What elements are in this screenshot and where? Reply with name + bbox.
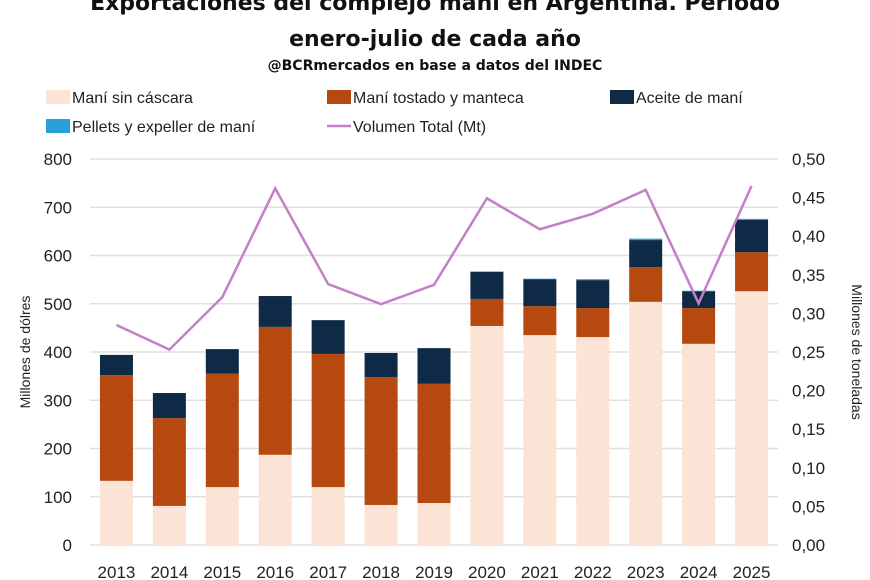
- y2-tick-label: 0,05: [792, 497, 825, 516]
- y2-tick-label: 0,00: [792, 536, 825, 555]
- bar-man-sin-c-scara-2020: [470, 325, 504, 545]
- bar-man-sin-c-scara-2023: [629, 301, 663, 545]
- bar-man-tostado-y-manteca-2014: [152, 418, 186, 506]
- bar-man-sin-c-scara-2013: [99, 480, 133, 545]
- bar-man-tostado-y-manteca-2017: [311, 353, 345, 488]
- bar-man-tostado-y-manteca-2013: [99, 375, 133, 481]
- x-tick-label: 2021: [521, 563, 559, 580]
- x-tick-label: 2022: [574, 563, 612, 580]
- x-tick-label: 2016: [256, 563, 294, 580]
- chart-title-line-1: Exportaciones del complejo maní en Argen…: [90, 0, 780, 16]
- bar-man-tostado-y-manteca-2022: [576, 308, 610, 338]
- bar-man-tostado-y-manteca-2025: [735, 252, 769, 292]
- bar-aceite-de-man--2017: [311, 320, 345, 354]
- bar-man-sin-c-scara-2021: [523, 335, 557, 545]
- y-tick-label: 700: [44, 198, 72, 217]
- bar-aceite-de-man--2015: [205, 349, 239, 374]
- y2-tick-label: 0,40: [792, 227, 825, 246]
- y2-axis-label: Millones de toneladas: [849, 284, 865, 419]
- legend-swatch: [610, 90, 634, 104]
- legend-label: Pellets y expeller de maní: [72, 119, 256, 136]
- legend: Maní sin cáscara Maní tostado y manteca Ac…: [46, 90, 743, 136]
- y-tick-label: 100: [44, 488, 72, 507]
- bar-man-tostado-y-manteca-2024: [682, 308, 716, 344]
- x-tick-label: 2023: [627, 563, 665, 580]
- y2-tick-label: 0,25: [792, 343, 825, 362]
- bar-aceite-de-man--2013: [99, 354, 133, 376]
- y2-tick-label: 0,15: [792, 420, 825, 439]
- bar-aceite-de-man--2016: [258, 296, 292, 327]
- bar-man-sin-c-scara-2017: [311, 487, 345, 545]
- bar-aceite-de-man--2019: [417, 348, 451, 384]
- y2-tick-label: 0,45: [792, 189, 825, 208]
- bar-aceite-de-man--2020: [470, 271, 504, 299]
- y2-tick-label: 0,35: [792, 266, 825, 285]
- line-series: [115, 185, 753, 352]
- bar-aceite-de-man--2024: [682, 291, 716, 309]
- bar-man-sin-c-scara-2015: [205, 487, 239, 545]
- bar-man-tostado-y-manteca-2018: [364, 377, 398, 505]
- chart-title-line-2: enero-julio de cada año: [289, 27, 581, 52]
- x-tick-label: 2014: [150, 563, 188, 580]
- x-tick-label: 2017: [309, 563, 347, 580]
- bar-aceite-de-man--2022: [576, 280, 610, 309]
- bar-man-sin-c-scara-2024: [682, 343, 716, 545]
- bar-man-sin-c-scara-2016: [258, 454, 292, 545]
- bar-pellets-y-expeller-de-man--2023: [629, 238, 663, 241]
- legend-swatch: [46, 119, 70, 133]
- bar-man-sin-c-scara-2025: [735, 291, 769, 545]
- y-axis-label: Millones de dólres: [17, 296, 33, 409]
- y2-tick-label: 0,50: [792, 150, 825, 169]
- bar-man-tostado-y-manteca-2015: [205, 373, 239, 488]
- x-tick-label: 2024: [680, 563, 718, 580]
- y-tick-label: 800: [44, 150, 72, 169]
- bar-man-tostado-y-manteca-2023: [629, 267, 663, 302]
- legend-label: Maní tostado y manteca: [353, 90, 524, 107]
- x-tick-label: 2025: [733, 563, 771, 580]
- bar-aceite-de-man--2021: [523, 279, 557, 307]
- y-tick-label: 600: [44, 247, 72, 266]
- bar-man-sin-c-scara-2022: [576, 337, 610, 545]
- bars: [99, 218, 769, 545]
- y-tick-label: 300: [44, 391, 72, 410]
- legend-label: Aceite de maní: [636, 90, 743, 107]
- axes: 0 100 200 300 400 500 600 700 800 0,00 0,05 0,10 0,1…: [44, 150, 825, 580]
- bar-man-tostado-y-manteca-2016: [258, 326, 292, 455]
- y2-tick-label: 0,20: [792, 382, 825, 401]
- legend-label: Volumen Total (Mt): [353, 119, 486, 136]
- legend-label: Maní sin cáscara: [72, 90, 193, 107]
- bar-aceite-de-man--2023: [629, 240, 663, 268]
- bar-pellets-y-expeller-de-man--2024: [682, 290, 716, 292]
- y-tick-label: 200: [44, 440, 72, 459]
- bar-pellets-y-expeller-de-man--2020: [470, 271, 504, 272]
- x-tick-label: 2020: [468, 563, 506, 580]
- bar-pellets-y-expeller-de-man--2021: [523, 278, 557, 280]
- bar-man-tostado-y-manteca-2019: [417, 383, 451, 504]
- bar-aceite-de-man--2014: [152, 393, 186, 419]
- x-tick-label: 2015: [203, 563, 241, 580]
- y2-tick-label: 0,30: [792, 304, 825, 323]
- y-tick-label: 500: [44, 295, 72, 314]
- bar-man-tostado-y-manteca-2020: [470, 298, 504, 326]
- y2-tick-label: 0,10: [792, 459, 825, 478]
- bar-man-sin-c-scara-2018: [364, 504, 398, 545]
- y-tick-label: 0: [63, 536, 72, 555]
- bar-man-sin-c-scara-2019: [417, 503, 451, 545]
- x-tick-label: 2018: [362, 563, 400, 580]
- bar-aceite-de-man--2025: [735, 219, 769, 253]
- y-tick-label: 400: [44, 343, 72, 362]
- legend-swatch: [46, 90, 70, 104]
- x-tick-label: 2013: [98, 563, 136, 580]
- bar-pellets-y-expeller-de-man--2022: [576, 279, 610, 281]
- chart-subtitle: @BCRmercados en base a datos del INDEC: [268, 58, 603, 74]
- bar-man-tostado-y-manteca-2021: [523, 306, 557, 336]
- x-tick-label: 2019: [415, 563, 453, 580]
- bar-man-sin-c-scara-2014: [152, 505, 186, 545]
- legend-swatch: [327, 90, 351, 104]
- bar-aceite-de-man--2018: [364, 352, 398, 378]
- bar-pellets-y-expeller-de-man--2025: [735, 218, 769, 220]
